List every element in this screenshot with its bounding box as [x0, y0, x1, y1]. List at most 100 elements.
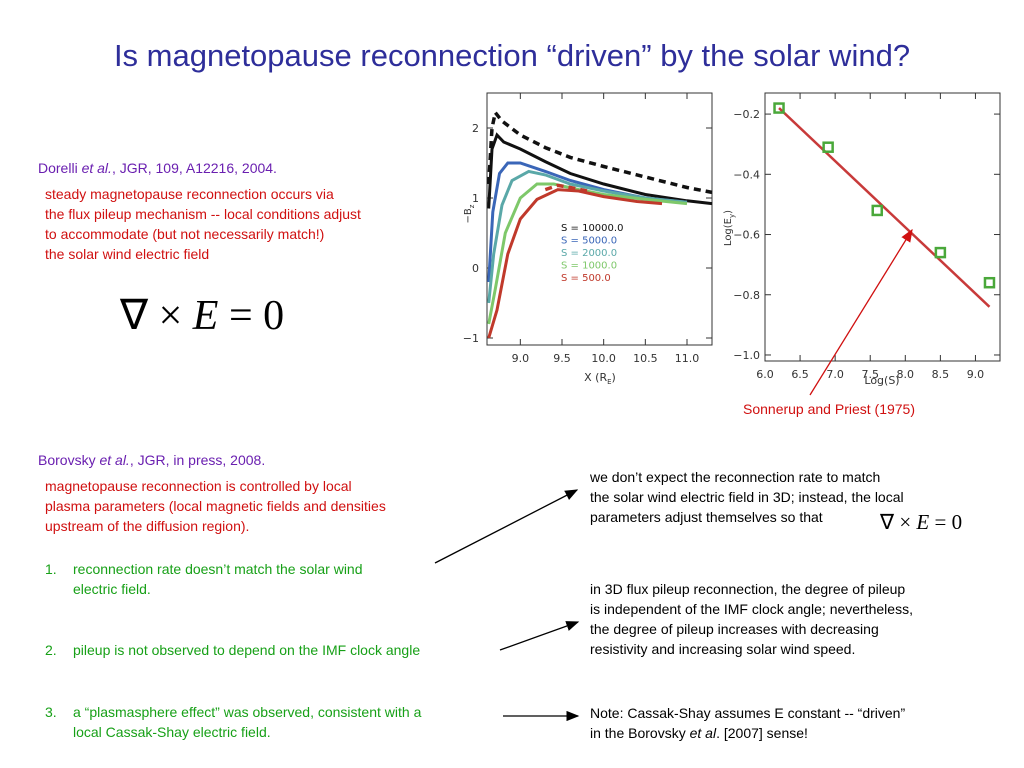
ey-scaling-chart: 6.0 6.5 7.0 7.5 8.0 8.5 9.0 −0.2 −0.4 −0.6 −0.8 −1.…	[723, 92, 1001, 387]
eq-nabla: ∇	[880, 510, 895, 534]
note-line: in 3D flux pileup reconnection, the degr…	[590, 581, 906, 597]
borovsky-author: Borovsky	[38, 452, 96, 468]
note-text: in the Borovsky	[590, 725, 690, 741]
borovsky-item-1: 1. reconnection rate doesn’t match the s…	[45, 559, 363, 599]
x-tick-label: 10.5	[633, 352, 658, 365]
y-tick-label: −0.2	[733, 108, 760, 121]
x-tick-label: 9.0	[512, 352, 529, 365]
item-line: local Cassak-Shay electric field.	[73, 724, 271, 740]
legend-entry: S = 2000.0	[561, 248, 617, 259]
y-tick-label: −1.0	[733, 349, 760, 362]
eq-equals: =	[228, 293, 253, 339]
eq-e: E	[192, 293, 219, 339]
y-tick-label: −0.6	[733, 229, 760, 242]
note-pileup: in 3D flux pileup reconnection, the degr…	[590, 579, 913, 659]
note-etal: et al	[689, 725, 717, 741]
eq-nabla: ∇	[120, 293, 149, 339]
ey-ylabel: Log(Ey)	[723, 210, 736, 246]
borovsky-line: magnetopause reconnection is controlled …	[45, 478, 352, 494]
ey-xlabel: Log(S)	[864, 374, 899, 387]
sonnerup-arrow	[809, 228, 913, 396]
eq-times: ×	[899, 510, 912, 534]
y-tick-label: −0.4	[733, 168, 760, 181]
x-tick-label: 10.0	[591, 352, 616, 365]
y-tick-label: 2	[472, 122, 479, 135]
eq-e: E	[916, 510, 930, 534]
legend-entry: S = 1000.0	[561, 261, 617, 272]
sonnerup-label: Sonnerup and Priest (1975)	[743, 401, 915, 417]
x-tick-label: 6.0	[756, 368, 774, 381]
dorelli-citation: Dorelli et al., JGR, 109, A12216, 2004.	[38, 160, 277, 176]
item-number: 2.	[45, 642, 57, 658]
ey-plot-frame	[764, 92, 1001, 362]
y-tick-label: 1	[472, 192, 479, 205]
note-line: is independent of the IMF clock angle; n…	[590, 601, 913, 617]
series-line	[487, 132, 713, 209]
dorelli-author: Dorelli	[38, 160, 78, 176]
borovsky-item-3: 3. a “plasmasphere effect” was observed,…	[45, 702, 421, 742]
y-tick-label: −0.8	[733, 289, 760, 302]
dorelli-journal: , JGR, 109, A12216, 2004.	[111, 160, 277, 176]
dorelli-line: steady magnetopause reconnection occurs …	[45, 186, 334, 202]
fit-line	[778, 107, 991, 308]
note-text: . [2007] sense!	[716, 725, 808, 741]
series-line	[487, 188, 663, 339]
x-tick-label: 11.0	[675, 352, 700, 365]
y-tick-label: −1	[463, 332, 479, 345]
data-point-marker	[871, 204, 883, 217]
item-number: 3.	[45, 704, 57, 720]
borovsky-line: plasma parameters (local magnetic fields…	[45, 498, 386, 514]
series-line	[487, 182, 688, 325]
bz-plot-frame	[486, 92, 713, 346]
series-line	[544, 183, 588, 193]
item-line: pileup is not observed to depend on the …	[73, 642, 421, 658]
slide-title: Is magnetopause reconnection “driven” by…	[113, 38, 911, 73]
note-line: the solar wind electric field in 3D; ins…	[590, 489, 904, 505]
curl-e-equation: ∇ × E = 0	[120, 290, 284, 340]
x-tick-label: 6.5	[791, 368, 809, 381]
data-point-marker	[983, 276, 996, 289]
eq-times: ×	[158, 293, 183, 339]
dorelli-etal: et al.	[81, 160, 112, 176]
legend-entry: S = 10000.0	[561, 223, 623, 234]
borovsky-citation: Borovsky et al., JGR, in press, 2008.	[38, 452, 265, 468]
data-point-marker	[934, 246, 947, 259]
bz-ylabel: −Bz	[463, 204, 476, 223]
arrow-item1-to-note1	[434, 489, 579, 564]
note-line: the degree of pileup increases with decr…	[590, 621, 879, 637]
item-number: 1.	[45, 561, 57, 577]
small-curl-e-equation: ∇ × E = 0	[880, 510, 962, 535]
data-point-marker	[822, 141, 834, 153]
borovsky-journal: , JGR, in press, 2008.	[129, 452, 266, 468]
series-line	[487, 169, 688, 304]
series-line	[486, 108, 713, 195]
legend-entry: S = 500.0	[561, 273, 611, 284]
x-tick-label: 8.0	[897, 368, 915, 381]
dorelli-line: to accommodate (but not necessarily matc…	[45, 226, 325, 242]
x-tick-label: 9.0	[967, 368, 985, 381]
note-line: we don’t expect the reconnection rate to…	[590, 469, 881, 485]
data-point-marker	[773, 102, 785, 114]
x-tick-label: 7.0	[826, 368, 844, 381]
borovsky-etal: et al.	[99, 452, 130, 468]
x-tick-label: 8.5	[932, 368, 950, 381]
borovsky-summary: magnetopause reconnection is controlled …	[45, 476, 386, 536]
note-line: parameters adjust themselves so that	[590, 509, 823, 525]
note-line: Note: Cassak-Shay assumes E constant -- …	[590, 705, 906, 721]
note-curl-match: we don’t expect the reconnection rate to…	[590, 467, 904, 527]
dorelli-line: the solar wind electric field	[45, 246, 210, 262]
note-line: in the Borovsky et al. [2007] sense!	[590, 723, 905, 743]
x-tick-label: 9.5	[553, 352, 571, 365]
item-line: a “plasmasphere effect” was observed, co…	[73, 704, 422, 720]
eq-zero: 0	[263, 293, 285, 339]
x-tick-label: 7.5	[861, 368, 879, 381]
borovsky-item-2: 2. pileup is not observed to depend on t…	[45, 640, 420, 660]
note-line: resistivity and increasing solar wind sp…	[590, 641, 856, 657]
eq-zero: 0	[951, 510, 963, 534]
legend-entry: S = 5000.0	[561, 236, 617, 247]
item-line: reconnection rate doesn’t match the sola…	[73, 561, 363, 577]
bz-legend: S = 10000.0 S = 5000.0S = 2000.0 S = 1000.…	[561, 223, 623, 284]
arrow-item2-to-note2	[499, 621, 580, 651]
